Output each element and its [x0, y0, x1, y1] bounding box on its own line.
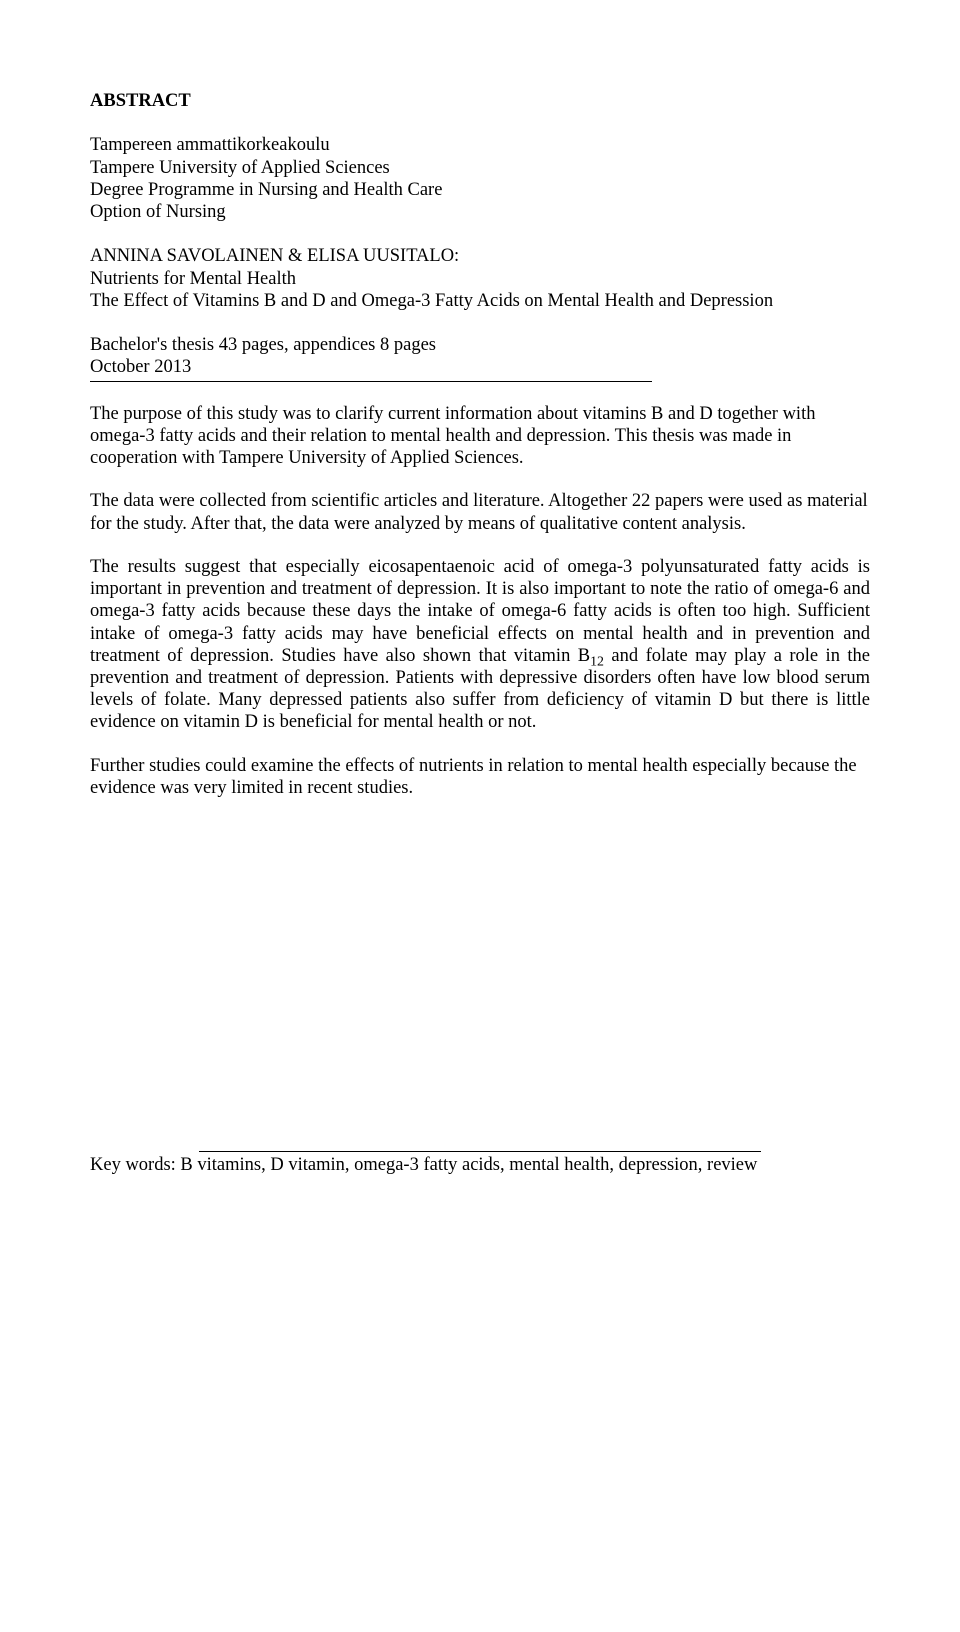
- thesis-date: October 2013: [90, 356, 870, 378]
- institution-block: Tampereen ammattikorkeakoulu Tampere Uni…: [90, 134, 870, 223]
- institution-fi: Tampereen ammattikorkeakoulu: [90, 134, 870, 156]
- thesis-info-block: Bachelor's thesis 43 pages, appendices 8…: [90, 334, 870, 378]
- thesis-pages: Bachelor's thesis 43 pages, appendices 8…: [90, 334, 870, 356]
- authors: ANNINA SAVOLAINEN & ELISA UUSITALO:: [90, 245, 870, 267]
- divider-top: [90, 381, 652, 382]
- authors-title-block: ANNINA SAVOLAINEN & ELISA UUSITALO: Nutr…: [90, 245, 870, 312]
- title: Nutrients for Mental Health: [90, 268, 870, 290]
- abstract-paragraph-4: Further studies could examine the effect…: [90, 755, 870, 799]
- subtitle: The Effect of Vitamins B and D and Omega…: [90, 290, 870, 312]
- institution-en: Tampere University of Applied Sciences: [90, 157, 870, 179]
- abstract-paragraph-1: The purpose of this study was to clarify…: [90, 403, 870, 470]
- keywords: Key words: B vitamins, D vitamin, omega-…: [90, 1154, 870, 1176]
- abstract-heading: ABSTRACT: [90, 90, 870, 112]
- abstract-paragraph-2: The data were collected from scientific …: [90, 490, 870, 534]
- divider-bottom: [199, 1151, 761, 1152]
- abstract-paragraph-3: The results suggest that especially eico…: [90, 556, 870, 734]
- degree-programme: Degree Programme in Nursing and Health C…: [90, 179, 870, 201]
- option: Option of Nursing: [90, 201, 870, 223]
